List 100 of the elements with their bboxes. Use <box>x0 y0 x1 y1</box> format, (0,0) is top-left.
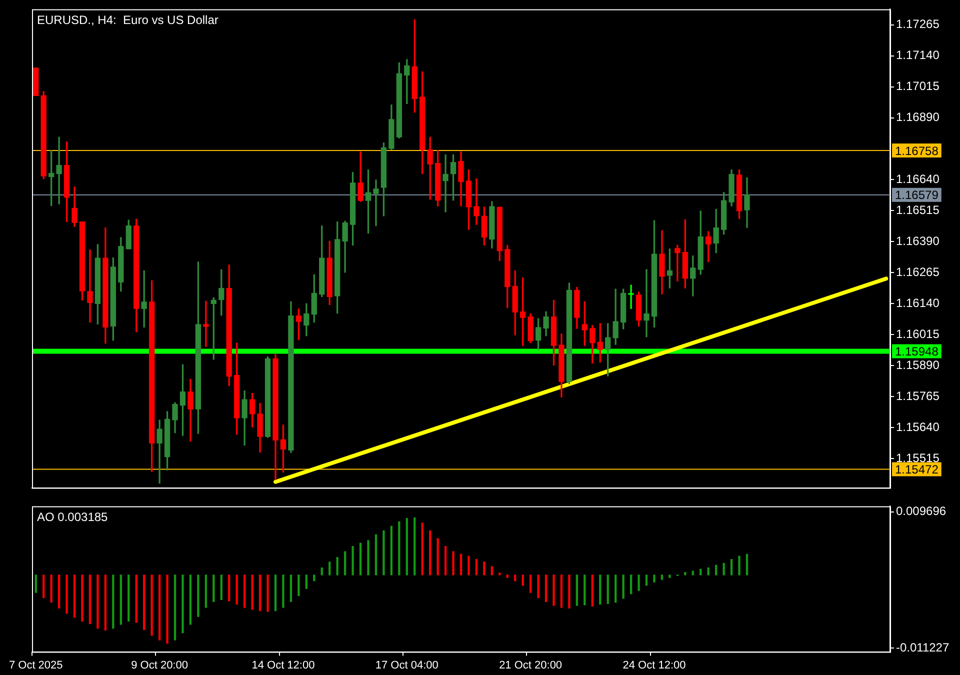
bar <box>452 551 454 576</box>
bar <box>104 574 107 631</box>
bar <box>73 574 76 618</box>
y-tick-label: 1.16890 <box>896 110 940 124</box>
chart-title: AO 0.003185 <box>37 510 108 524</box>
bar <box>722 562 725 576</box>
bar <box>174 574 176 640</box>
y-tick-label: 1.17265 <box>896 17 940 32</box>
ref-line-label: 1.16758 <box>895 144 939 158</box>
bar <box>460 554 462 576</box>
bar <box>150 574 153 636</box>
bar <box>421 522 424 576</box>
x-tick-label: 9 Oct 20:00 <box>131 659 188 672</box>
bar <box>406 518 408 576</box>
bar <box>707 567 710 576</box>
candlestick <box>474 178 480 225</box>
bar <box>382 530 385 576</box>
bar <box>436 538 439 576</box>
bar <box>228 574 230 602</box>
bar <box>730 559 733 576</box>
y-tick-label: 1.16515 <box>896 203 940 218</box>
bar <box>468 556 470 576</box>
bar <box>599 574 602 605</box>
candlestick <box>442 154 448 212</box>
bar <box>42 574 45 598</box>
y-tick-label: -0.011227 <box>896 640 950 654</box>
bar <box>135 574 138 623</box>
bar <box>243 574 246 608</box>
y-tick-label: 1.15890 <box>896 358 940 372</box>
bar <box>182 574 184 634</box>
bar <box>128 574 130 622</box>
bar <box>746 554 748 576</box>
bar <box>274 574 277 612</box>
bar <box>212 574 215 602</box>
y-tick-label: 1.15515 <box>896 450 940 465</box>
bar <box>305 574 308 589</box>
bar <box>328 562 331 576</box>
bar <box>715 564 718 576</box>
bar <box>282 574 284 608</box>
x-tick-label: 7 Oct 2025 <box>8 659 63 672</box>
bar <box>584 574 586 606</box>
bar <box>236 574 238 605</box>
bar <box>251 574 254 610</box>
candlestick <box>87 250 93 323</box>
x-tick-label: 17 Oct 04:00 <box>375 659 438 672</box>
bar <box>266 574 269 612</box>
ref-line-label: 1.15948 <box>895 344 939 359</box>
bar <box>313 574 316 582</box>
ref-line-label: 1.15472 <box>895 462 939 477</box>
chart-title: EURUSD., H4: Euro vs US Dollar <box>37 13 218 27</box>
bar <box>58 574 60 608</box>
y-tick-label: 1.16640 <box>896 172 940 186</box>
y-tick-label: 1.16140 <box>896 296 940 310</box>
x-tick-label: 21 Oct 20:00 <box>499 659 562 672</box>
candlestick <box>628 284 634 309</box>
y-tick-label: 1.16390 <box>896 234 940 248</box>
bar <box>614 574 617 603</box>
bar <box>258 574 262 612</box>
candlestick <box>56 136 62 204</box>
y-tick-label: 1.16265 <box>896 264 940 279</box>
bar <box>112 574 114 629</box>
bar <box>684 572 686 576</box>
bar <box>738 556 740 576</box>
bar <box>591 574 594 607</box>
bar <box>344 551 346 576</box>
bar <box>352 546 354 576</box>
bar <box>143 574 146 630</box>
bar <box>120 574 122 625</box>
bar <box>514 574 516 582</box>
bar <box>197 574 200 617</box>
bar <box>88 574 92 624</box>
bar <box>374 534 378 576</box>
bar <box>552 574 555 606</box>
bar <box>429 530 432 576</box>
y-tick-label: 1.17015 <box>896 79 940 94</box>
bar <box>298 574 300 596</box>
y-tick-label: 0.009696 <box>896 504 946 518</box>
bar <box>398 521 400 576</box>
bar <box>645 574 648 586</box>
bar <box>96 574 99 629</box>
bar <box>498 572 501 576</box>
bar <box>668 574 671 578</box>
y-tick-label: 1.16015 <box>896 326 940 341</box>
bar <box>537 574 540 598</box>
bar <box>560 574 563 608</box>
candlestick <box>373 180 379 226</box>
bar <box>204 574 207 608</box>
bar <box>506 574 508 578</box>
bar <box>290 574 292 602</box>
bar <box>81 574 84 622</box>
bar <box>630 574 632 594</box>
bar <box>638 574 640 591</box>
bar <box>189 574 192 625</box>
bar <box>34 574 37 593</box>
bar <box>576 574 578 606</box>
bar <box>158 574 161 640</box>
bar <box>653 574 656 582</box>
bar <box>692 570 694 576</box>
bar <box>522 574 524 586</box>
bar <box>50 574 52 603</box>
